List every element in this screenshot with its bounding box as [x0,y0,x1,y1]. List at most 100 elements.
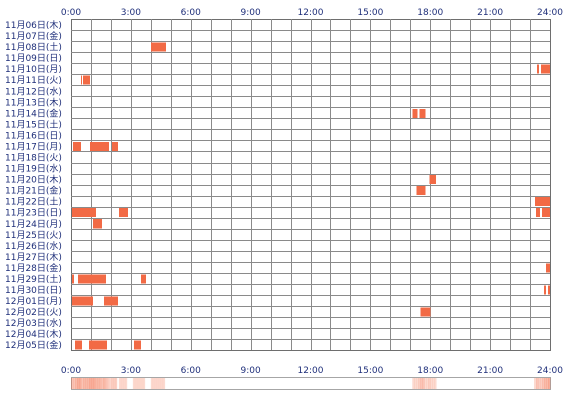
x-tick-label: 3:00 [121,8,141,18]
summary-strip-cell [74,378,78,389]
summary-strip-cell [412,378,415,389]
row-label: 11月09日(日) [5,53,62,64]
summary-strip-cell [544,378,547,389]
x-tick-label: 0:00 [61,8,81,18]
summary-strip-cell [154,378,158,389]
activity-bar [71,274,74,284]
summary-strip-cell [100,378,104,389]
activity-bar [103,296,118,306]
row-label: 11月07日(金) [5,30,62,42]
activity-bar [419,108,426,118]
row-label: 11月22日(土) [5,196,62,208]
row-label: 11月17日(月) [5,141,62,152]
summary-strip-cell [76,378,80,389]
row-label: 11月23日(日) [5,208,62,219]
x-tick-label-bottom: 12:00 [298,366,324,376]
summary-strip-cell [104,378,108,389]
summary-strip-cell [548,378,551,389]
x-axis-tick-labels: 0:00 0:00 3:00 3:00 6:00 6:00 9:00 9:00 12:00 12:… [61,8,563,376]
summary-strip-cell [152,378,156,389]
x-tick-label-bottom: 0:00 [61,366,81,376]
summary-strip-cell [122,378,126,389]
summary-strip-cell [96,378,100,389]
row-label: 11月11日(火) [5,75,62,86]
activity-bar [429,175,437,185]
summary-strip-cell [536,378,539,389]
summary-strip-cell [422,378,425,389]
summary-strip-cell [94,378,98,389]
summary-strip-cell [98,378,102,389]
summary-strip-cell [134,378,138,389]
row-label: 11月08日(土) [5,41,62,53]
x-tick-label-bottom: 21:00 [477,366,503,376]
row-label: 11月06日(木) [5,19,62,31]
activity-bar [118,208,128,218]
row-label: 11月26日(水) [5,240,62,252]
row-label: 11月21日(金) [5,185,62,197]
x-tick-label-bottom: 6:00 [181,366,201,376]
activity-bar [150,42,166,52]
row-label: 11月15日(土) [5,118,62,130]
row-label: 11月27日(木) [5,251,62,263]
row-label: 11月10日(月) [5,64,62,75]
activity-bar [546,263,550,273]
x-tick-label: 18:00 [417,8,443,18]
row-label: 11月29日(土) [5,273,62,285]
x-tick-label-bottom: 24:00 [537,366,563,376]
row-label: 11月24日(月) [5,219,62,230]
summary-strip-cell [90,378,94,389]
activity-bar [420,307,431,317]
activity-bar [416,186,426,196]
activity-bar [535,197,550,207]
summary-strip-cell [80,378,84,389]
summary-strip-cell [108,378,112,389]
summary-strip-cell [138,378,142,389]
activity-bar [140,274,146,284]
row-labels: 11月06日(木)11月07日(金)11月08日(土)11月09日(日)11月1… [5,19,62,351]
row-label: 11月12日(水) [5,85,62,97]
x-tick-label-bottom: 9:00 [241,366,261,376]
activity-bars [71,42,550,350]
x-tick-label: 12:00 [298,8,324,18]
activity-bar [542,208,550,218]
activity-bar [544,285,547,295]
x-tick-label-bottom: 3:00 [121,366,141,376]
activity-bar [71,208,96,218]
summary-strip-cell [142,378,146,389]
activity-bar [536,208,541,218]
summary-strip-cell [72,378,76,389]
summary-strip [71,377,551,390]
activity-bar [80,75,82,85]
row-label: 11月20日(木) [5,174,62,186]
summary-strip-cell [416,378,419,389]
summary-strip-cell [542,378,545,389]
summary-strip-cell [120,378,124,389]
summary-strip-cell [112,378,116,389]
summary-strip-cell [538,378,541,389]
row-label: 11月28日(金) [5,262,62,274]
summary-strip-cell [88,378,92,389]
x-tick-label: 24:00 [537,8,563,18]
summary-strip-cell [540,378,543,389]
summary-strip-cell [106,378,110,389]
activity-bar [111,141,118,151]
activity-bar [74,340,82,350]
summary-strip-cell [546,378,549,389]
summary-strip-cell [78,378,82,389]
activity-bar [88,340,107,350]
summary-strip-cell [158,378,162,389]
summary-strip-cell [418,378,421,389]
summary-strip-cell [150,378,154,389]
summary-strip-cell [424,378,427,389]
summary-strip-cell [86,378,90,389]
row-label: 11月25日(火) [5,230,62,241]
summary-strip-cell [434,378,437,389]
row-label: 12月03日(水) [5,317,62,329]
row-label: 11月14日(金) [5,107,62,119]
row-label: 11月16日(日) [5,130,62,141]
grid-lines [71,19,550,351]
summary-strip-cell [426,378,429,389]
activity-bar [82,75,90,85]
row-label: 11月13日(木) [5,96,62,108]
row-label: 11月30日(日) [5,285,62,296]
